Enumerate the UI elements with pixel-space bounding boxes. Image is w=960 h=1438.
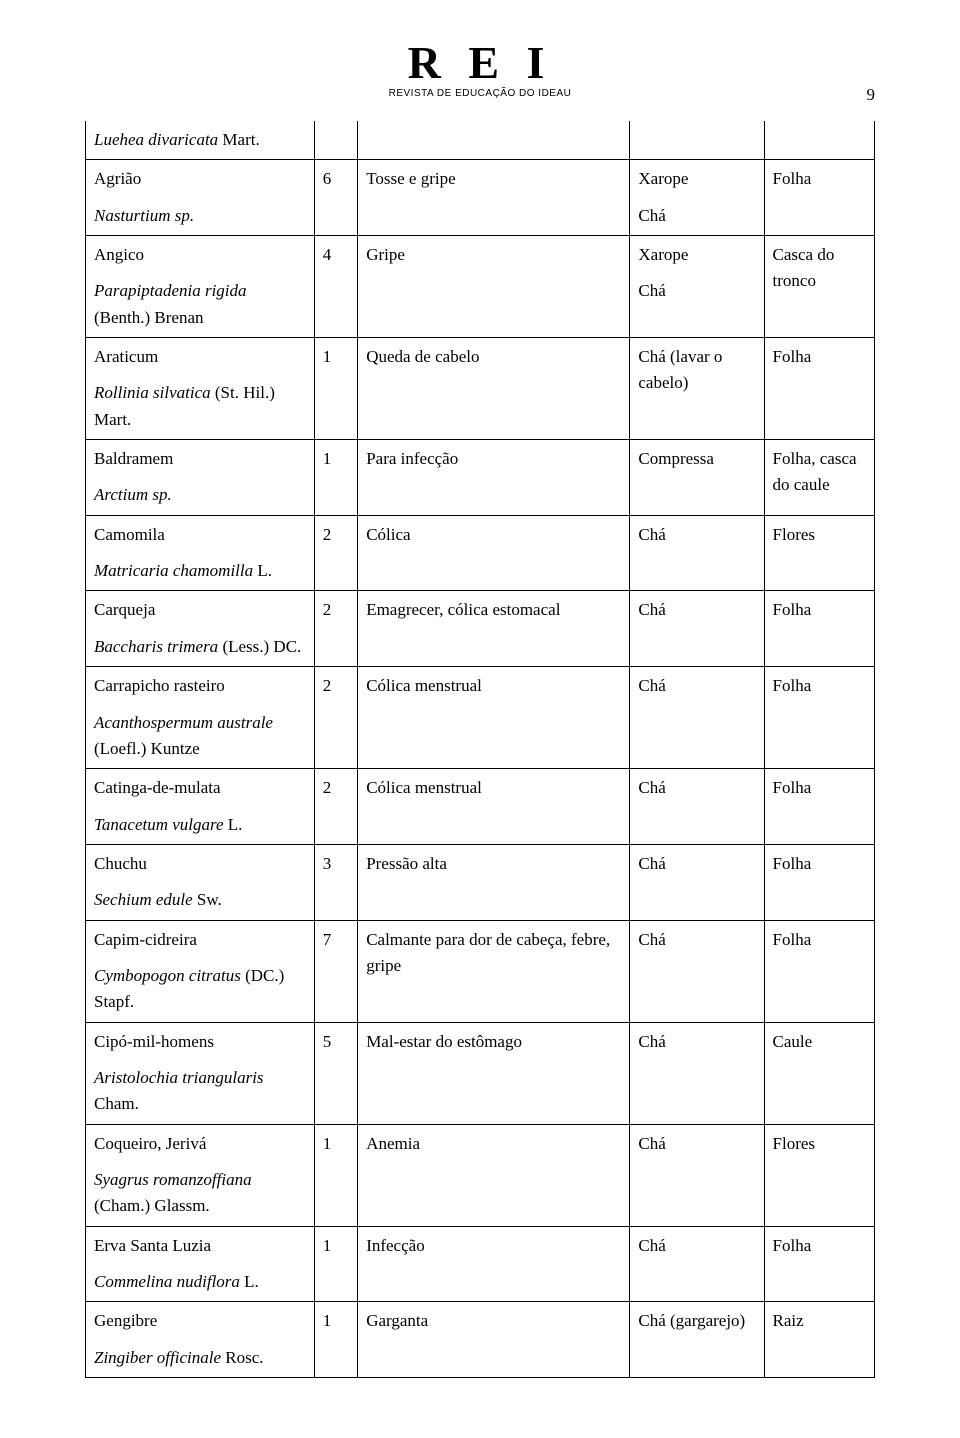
cell-name: Capim-cidreiraCymbopogon citratus (DC.) …	[86, 920, 315, 1022]
cell-count: 6	[314, 160, 357, 236]
cell-count: 2	[314, 515, 357, 591]
logo-main: R E I	[85, 40, 875, 86]
cell-indication: Cólica menstrual	[358, 769, 630, 845]
cell-indication: Pressão alta	[358, 844, 630, 920]
cell-preparation: XaropeChá	[630, 236, 764, 338]
cell-count: 2	[314, 591, 357, 667]
logo-subtitle: REVISTA DE EDUCAÇÃO DO IDEAU	[85, 88, 875, 99]
plants-table: Luehea divaricata Mart.AgriãoNasturtium …	[85, 121, 875, 1378]
cell-preparation: Chá	[630, 1124, 764, 1226]
table-row: Capim-cidreiraCymbopogon citratus (DC.) …	[86, 920, 875, 1022]
cell-preparation: Chá	[630, 920, 764, 1022]
cell-name: GengibreZingiber officinale Rosc.	[86, 1302, 315, 1378]
table-row: Coqueiro, JeriváSyagrus romanzoffiana (C…	[86, 1124, 875, 1226]
cell-indication	[358, 121, 630, 160]
cell-count: 2	[314, 769, 357, 845]
cell-count	[314, 121, 357, 160]
cell-part: Folha	[764, 844, 874, 920]
cell-preparation: Chá	[630, 667, 764, 769]
cell-part: Casca do tronco	[764, 236, 874, 338]
cell-part: Flores	[764, 1124, 874, 1226]
table-row: CamomilaMatricaria chamomilla L.2CólicaC…	[86, 515, 875, 591]
cell-indication: Gripe	[358, 236, 630, 338]
cell-preparation: Chá	[630, 1226, 764, 1302]
cell-part: Folha	[764, 769, 874, 845]
cell-part: Folha	[764, 667, 874, 769]
cell-name: Cipó-mil-homensAristolochia triangularis…	[86, 1022, 315, 1124]
cell-name: AgriãoNasturtium sp.	[86, 160, 315, 236]
cell-part	[764, 121, 874, 160]
cell-count: 5	[314, 1022, 357, 1124]
cell-indication: Queda de cabelo	[358, 338, 630, 440]
cell-part: Folha	[764, 920, 874, 1022]
cell-indication: Tosse e gripe	[358, 160, 630, 236]
cell-preparation: Chá	[630, 591, 764, 667]
cell-preparation: Chá	[630, 1022, 764, 1124]
cell-name: AraticumRollinia silvatica (St. Hil.) Ma…	[86, 338, 315, 440]
cell-preparation: XaropeChá	[630, 160, 764, 236]
cell-count: 7	[314, 920, 357, 1022]
cell-part: Folha	[764, 338, 874, 440]
cell-part: Folha	[764, 591, 874, 667]
cell-count: 3	[314, 844, 357, 920]
cell-part: Folha	[764, 1226, 874, 1302]
table-row: AgriãoNasturtium sp.6Tosse e gripeXarope…	[86, 160, 875, 236]
cell-indication: Cólica menstrual	[358, 667, 630, 769]
cell-indication: Emagrecer, cólica estomacal	[358, 591, 630, 667]
cell-count: 2	[314, 667, 357, 769]
cell-indication: Infecção	[358, 1226, 630, 1302]
cell-preparation: Chá (gargarejo)	[630, 1302, 764, 1378]
cell-name: Coqueiro, JeriváSyagrus romanzoffiana (C…	[86, 1124, 315, 1226]
cell-part: Folha	[764, 160, 874, 236]
cell-preparation: Chá	[630, 844, 764, 920]
cell-name: CamomilaMatricaria chamomilla L.	[86, 515, 315, 591]
cell-indication: Anemia	[358, 1124, 630, 1226]
cell-indication: Calmante para dor de cabeça, febre, grip…	[358, 920, 630, 1022]
cell-name: Luehea divaricata Mart.	[86, 121, 315, 160]
cell-count: 1	[314, 440, 357, 516]
cell-part: Folha, casca do caule	[764, 440, 874, 516]
table-row: AngicoParapiptadenia rigida (Benth.) Bre…	[86, 236, 875, 338]
cell-name: Catinga-de-mulataTanacetum vulgare L.	[86, 769, 315, 845]
table-row: GengibreZingiber officinale Rosc.1Gargan…	[86, 1302, 875, 1378]
table-row: CarquejaBaccharis trimera (Less.) DC.2Em…	[86, 591, 875, 667]
table-row: BaldramemArctium sp.1Para infecçãoCompre…	[86, 440, 875, 516]
table-row: Cipó-mil-homensAristolochia triangularis…	[86, 1022, 875, 1124]
cell-name: Carrapicho rasteiroAcanthospermum austra…	[86, 667, 315, 769]
table-row: AraticumRollinia silvatica (St. Hil.) Ma…	[86, 338, 875, 440]
cell-indication: Garganta	[358, 1302, 630, 1378]
page-header: R E I REVISTA DE EDUCAÇÃO DO IDEAU	[85, 40, 875, 99]
cell-count: 4	[314, 236, 357, 338]
cell-indication: Para infecção	[358, 440, 630, 516]
cell-count: 1	[314, 1124, 357, 1226]
cell-name: BaldramemArctium sp.	[86, 440, 315, 516]
table-row: Carrapicho rasteiroAcanthospermum austra…	[86, 667, 875, 769]
cell-count: 1	[314, 338, 357, 440]
cell-indication: Cólica	[358, 515, 630, 591]
cell-part: Raiz	[764, 1302, 874, 1378]
table-row: Erva Santa LuziaCommelina nudiflora L.1I…	[86, 1226, 875, 1302]
cell-preparation: Chá (lavar o cabelo)	[630, 338, 764, 440]
table-row: Catinga-de-mulataTanacetum vulgare L.2Có…	[86, 769, 875, 845]
cell-part: Caule	[764, 1022, 874, 1124]
cell-name: Erva Santa LuziaCommelina nudiflora L.	[86, 1226, 315, 1302]
cell-name: CarquejaBaccharis trimera (Less.) DC.	[86, 591, 315, 667]
table-row: ChuchuSechium edule Sw.3Pressão altaCháF…	[86, 844, 875, 920]
cell-name: AngicoParapiptadenia rigida (Benth.) Bre…	[86, 236, 315, 338]
cell-preparation	[630, 121, 764, 160]
cell-name: ChuchuSechium edule Sw.	[86, 844, 315, 920]
cell-part: Flores	[764, 515, 874, 591]
page-number: 9	[867, 85, 876, 105]
table-row: Luehea divaricata Mart.	[86, 121, 875, 160]
cell-count: 1	[314, 1226, 357, 1302]
cell-count: 1	[314, 1302, 357, 1378]
cell-preparation: Chá	[630, 769, 764, 845]
cell-preparation: Compressa	[630, 440, 764, 516]
cell-indication: Mal-estar do estômago	[358, 1022, 630, 1124]
cell-preparation: Chá	[630, 515, 764, 591]
